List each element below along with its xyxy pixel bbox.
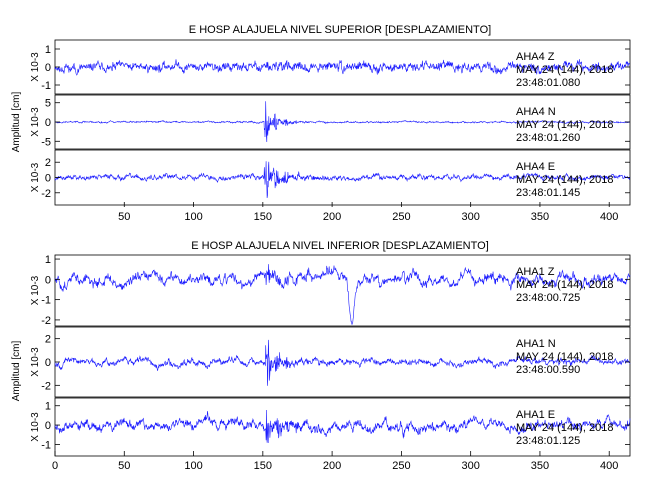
x-tick-label: 350 <box>531 211 549 223</box>
y-unit-label: X 10-3 <box>30 412 41 442</box>
y-tick-label: 0 <box>45 420 51 432</box>
trace-date-label: MAY 24 (144), 2018 <box>516 119 613 131</box>
trace-time-label: 23:48:00.590 <box>516 364 580 376</box>
panel-frame <box>54 254 631 327</box>
trace-time-label: 23:48:01.145 <box>516 187 580 199</box>
chart-title: E HOSP ALAJUELA NIVEL INFERIOR [DESPLAZA… <box>191 240 489 252</box>
y-tick-label: -2 <box>41 315 51 327</box>
trace-date-label: MAY 24 (144), 2018 <box>516 351 613 363</box>
x-tick-label: 300 <box>461 460 479 472</box>
x-tick-label: 50 <box>118 460 130 472</box>
y-tick-label: 1 <box>45 44 51 56</box>
y-tick-label: 2 <box>45 157 51 169</box>
trace-date-label: MAY 24 (144), 2018 <box>516 174 613 186</box>
y-tick-label: -2 <box>41 188 51 200</box>
x-tick-label: 150 <box>254 211 272 223</box>
y-tick-label: -1 <box>41 295 51 307</box>
y-axis-label: Amplitud [cm] <box>11 91 22 152</box>
y-tick-label: -1 <box>41 80 51 92</box>
y-tick-label: 0 <box>45 117 51 129</box>
trace-channel-label: AHA1 E <box>516 409 555 421</box>
x-tick-label: 250 <box>392 460 410 472</box>
y-axis-label: Amplitud [cm] <box>11 340 22 401</box>
chart-title: E HOSP ALAJUELA NIVEL SUPERIOR [DESPLAZA… <box>189 24 491 36</box>
y-tick-label: 2 <box>45 334 51 346</box>
waveform-line <box>54 59 631 76</box>
trace-channel-label: AHA1 N <box>516 338 556 350</box>
y-tick-label: 0 <box>45 357 51 369</box>
x-tick-label: 350 <box>531 460 549 472</box>
y-unit-label: X 10-3 <box>30 107 41 137</box>
y-tick-label: 0 <box>45 62 51 74</box>
trace-date-label: MAY 24 (144), 2018 <box>516 64 613 76</box>
trace-channel-label: AHA1 Z <box>516 266 555 278</box>
y-tick-label: 5 <box>45 98 51 110</box>
y-tick-label: 1 <box>45 254 51 266</box>
y-tick-label: 0 <box>45 173 51 185</box>
x-tick-label: 400 <box>600 460 618 472</box>
trace-date-label: MAY 24 (144), 2018 <box>516 422 613 434</box>
trace-time-label: 23:48:00.725 <box>516 292 580 304</box>
chart-nivel-inferior: E HOSP ALAJUELA NIVEL INFERIOR [DESPLAZA… <box>11 240 631 472</box>
x-tick-label: 150 <box>254 460 272 472</box>
x-tick-label: 0 <box>52 460 58 472</box>
x-tick-label: 300 <box>461 211 479 223</box>
x-tick-label: 50 <box>118 211 130 223</box>
x-tick-label: 200 <box>323 211 341 223</box>
waveform-line <box>54 264 631 325</box>
waveform-line <box>54 161 631 199</box>
x-tick-label: 100 <box>184 211 202 223</box>
waveform-line <box>54 101 630 143</box>
waveform-line <box>54 339 631 386</box>
trace-channel-label: AHA4 Z <box>516 51 555 63</box>
y-tick-label: 1 <box>45 401 51 413</box>
trace-time-label: 23:48:01.125 <box>516 435 580 447</box>
trace-channel-label: AHA4 E <box>516 161 555 173</box>
x-tick-label: 200 <box>323 460 341 472</box>
y-unit-label: X 10-3 <box>30 52 41 82</box>
chart-nivel-superior: E HOSP ALAJUELA NIVEL SUPERIOR [DESPLAZA… <box>11 24 631 223</box>
y-unit-label: X 10-3 <box>30 275 41 305</box>
waveform-line <box>54 409 631 444</box>
x-tick-label: 100 <box>184 460 202 472</box>
x-tick-label: 250 <box>392 211 410 223</box>
x-tick-label: 400 <box>600 211 618 223</box>
trace-time-label: 23:48:01.260 <box>516 132 580 144</box>
y-tick-label: 0 <box>45 274 51 286</box>
trace-time-label: 23:48:01.080 <box>516 77 580 89</box>
trace-channel-label: AHA4 N <box>516 106 556 118</box>
y-tick-label: -1 <box>41 439 51 451</box>
y-unit-label: X 10-3 <box>30 347 41 377</box>
y-unit-label: X 10-3 <box>30 162 41 192</box>
trace-date-label: MAY 24 (144), 2018 <box>516 279 613 291</box>
y-tick-label: -5 <box>41 136 51 148</box>
panel-frame <box>54 397 631 457</box>
y-tick-label: -2 <box>41 380 51 392</box>
